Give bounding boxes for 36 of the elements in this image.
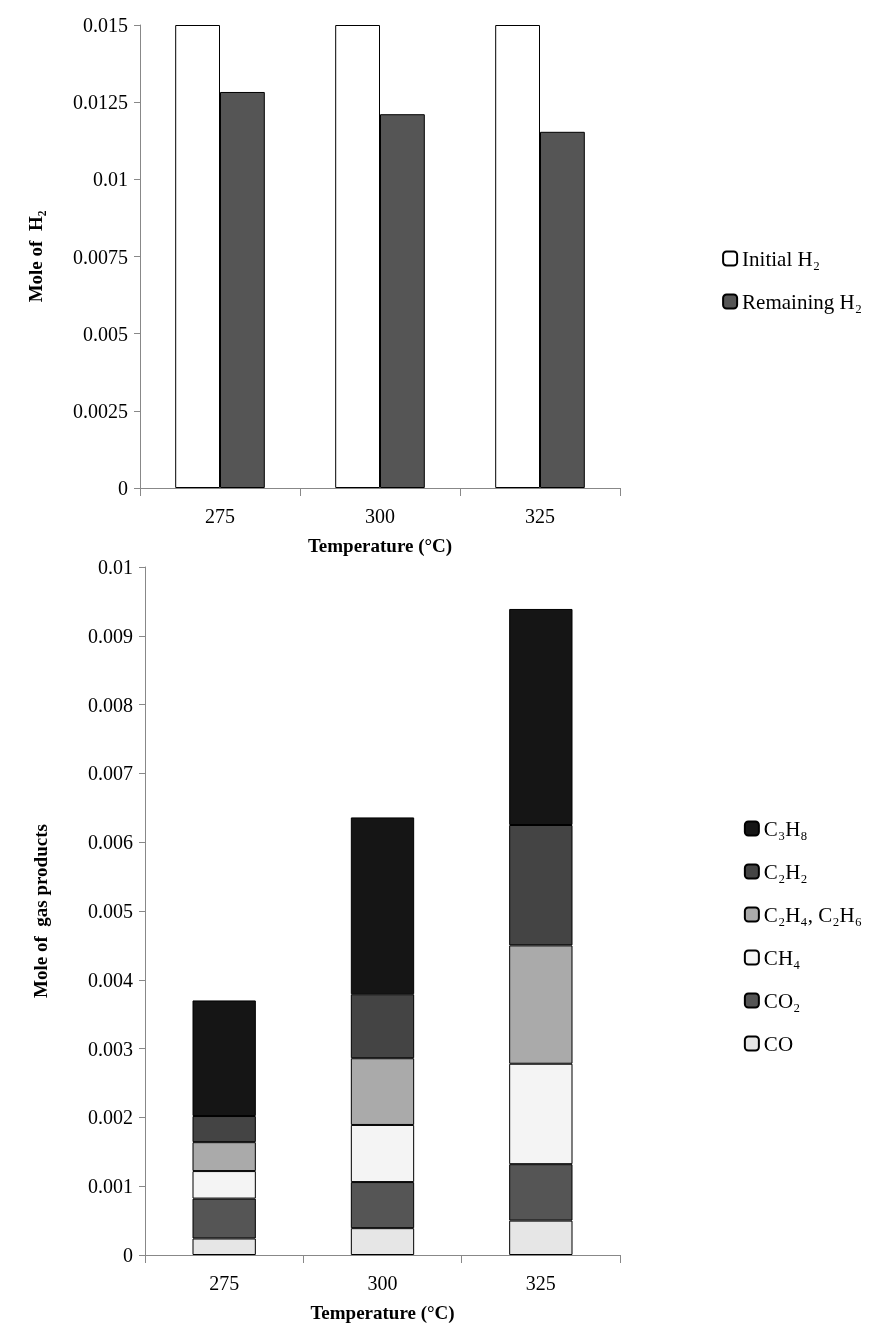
x-tick-label: 275 bbox=[209, 1272, 240, 1294]
y-axis-title: Mole of gas products bbox=[30, 824, 51, 998]
x-axis-title: Temperature (°C) bbox=[310, 1302, 455, 1324]
y-tick-label: 0.007 bbox=[88, 762, 133, 785]
y-tick-label: 0.006 bbox=[88, 831, 133, 854]
legend-label: Remaining H₂ bbox=[742, 289, 862, 314]
x-axis-title: Temperature (°C) bbox=[307, 535, 453, 557]
y-tick-label: 0.01 bbox=[93, 168, 128, 191]
legend-label: C₃H₈ bbox=[763, 816, 808, 841]
legend-label: C₂H₂ bbox=[763, 859, 808, 884]
y-tick-label: 0.0025 bbox=[73, 399, 128, 422]
legend-label: CO bbox=[763, 1031, 794, 1056]
y-tick-label: 0.001 bbox=[88, 1175, 133, 1198]
y-tick-label: 0.008 bbox=[88, 693, 133, 716]
y-tick-label: 0.009 bbox=[88, 624, 133, 647]
y-tick-label: 0.0125 bbox=[73, 91, 128, 114]
x-tick-label: 325 bbox=[525, 1272, 556, 1294]
y-tick-label: 0.005 bbox=[88, 900, 133, 922]
y-tick-label: 0.01 bbox=[98, 556, 133, 578]
y-tick-label: 0.002 bbox=[88, 1106, 133, 1129]
y-tick-label: 0.015 bbox=[83, 14, 128, 36]
x-tick-label: 275 bbox=[205, 505, 235, 527]
legend-label: CH₄ bbox=[763, 945, 801, 970]
legend-label: CO₂ bbox=[763, 988, 801, 1013]
y-tick-label: 0 bbox=[118, 477, 128, 499]
y-tick-label: 0.005 bbox=[83, 322, 128, 345]
x-tick-label: 325 bbox=[525, 505, 555, 527]
y-axis-title: Mole of H₂ bbox=[25, 210, 46, 303]
x-tick-label: 300 bbox=[367, 1272, 398, 1294]
x-tick-label: 300 bbox=[365, 505, 395, 527]
legend-label: C₂H₄, C₂H₆ bbox=[763, 902, 863, 927]
y-tick-label: 0.003 bbox=[88, 1037, 133, 1060]
y-tick-label: 0.004 bbox=[88, 968, 133, 991]
legend-label: Initial H₂ bbox=[742, 246, 820, 271]
y-tick-label: 0.0075 bbox=[73, 245, 128, 268]
y-tick-label: 0 bbox=[123, 1244, 133, 1266]
